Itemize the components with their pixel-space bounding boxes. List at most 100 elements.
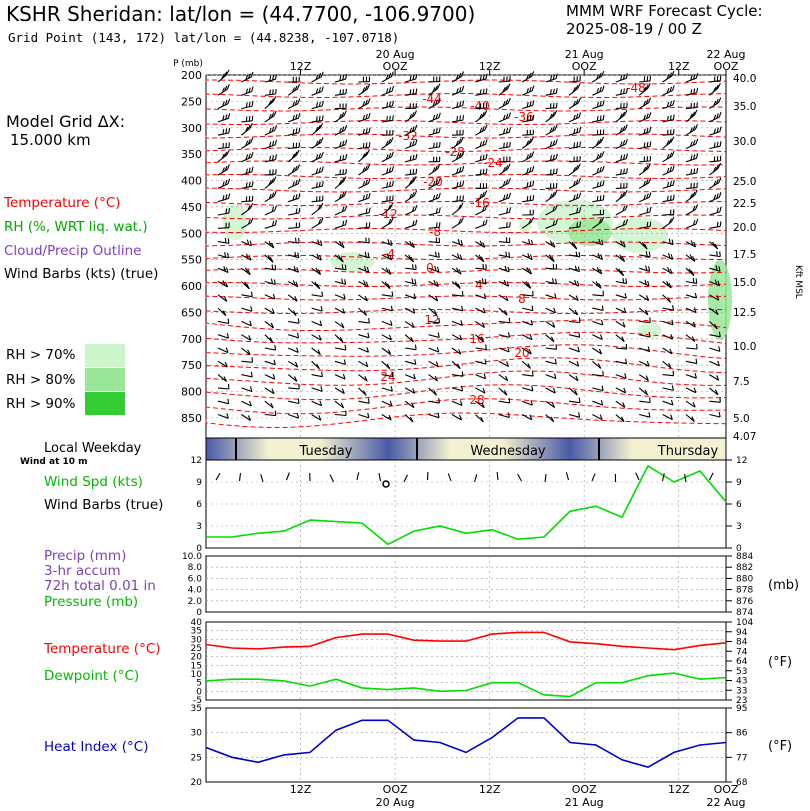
wind-barb-12-5 (334, 240, 345, 249)
wind-barb-4-6 (358, 127, 371, 136)
rh70-swatch (85, 344, 125, 367)
wind-barb-13-6 (358, 251, 370, 259)
wind-barb-3-4 (311, 115, 324, 123)
pressure-label: Pressure (mb) (44, 594, 139, 610)
wind-barb-19-11 (475, 334, 485, 343)
wind-barb-10-3 (288, 207, 301, 216)
wind-barb-12-18 (638, 241, 648, 250)
panel2-y2tick-3: 880 (736, 574, 753, 584)
pressure-tick-800: 800 (181, 386, 202, 399)
wind-barb-21-20 (685, 358, 698, 365)
wind-barb-14-10 (451, 267, 462, 275)
wind-barb-21-17 (615, 358, 628, 365)
wind-barb-22-5 (334, 373, 346, 380)
wind-barb-8-10 (451, 180, 465, 189)
pressure-tick-650: 650 (181, 306, 202, 319)
pressure-tick-350: 350 (181, 148, 202, 161)
wind-barb-17-3 (287, 307, 297, 317)
panel4-ytick-2: 30 (191, 729, 203, 739)
wind-barb-2-1 (241, 101, 254, 110)
panel1-y2tick-2: 6 (736, 500, 742, 510)
panel3-ytick-2: 5 (196, 679, 202, 689)
wind-barb-18-14 (545, 320, 556, 328)
wind-barb-20-4 (311, 347, 321, 356)
wind-barb-12-19 (662, 238, 674, 246)
panel1-y2tick-4: 12 (736, 456, 747, 466)
panel1-series-0 (206, 464, 727, 546)
wind-barb-9-3 (288, 193, 301, 203)
wind-barb-2-20 (685, 102, 698, 110)
calm-wind-circle (382, 480, 390, 488)
wind-barb-18-3 (288, 318, 300, 324)
wind-barb-3-17 (615, 109, 628, 123)
wind-barb-17-13 (522, 305, 534, 312)
wind-barb-8-14 (545, 182, 558, 189)
wind-barb-22-19 (662, 370, 675, 377)
panel2-ytick-5: 10.0 (182, 552, 202, 562)
pressure-tick-300: 300 (181, 122, 202, 135)
wind-barb-6-1 (241, 152, 254, 163)
wind-barb-15-8 (405, 278, 417, 285)
wind-barb-7-20 (685, 167, 699, 176)
wind-barb-6-6 (358, 149, 370, 163)
wind-barb-6-10 (451, 151, 465, 163)
wind-barb-7-5 (334, 168, 347, 176)
wind-barb-14-12 (498, 265, 510, 273)
wind-barb-22-0 (217, 374, 227, 382)
isotherm-label-7: -20 (423, 175, 443, 189)
wind-barb-5-5 (334, 139, 348, 150)
wind-barb-7-4 (311, 166, 324, 176)
wind-barb-21-18 (638, 360, 650, 367)
wind-barb-4-14 (545, 124, 558, 136)
wind-barb-12-16 (592, 238, 604, 246)
wind-barb-1-21 (709, 82, 721, 96)
wind-barb-25-13 (521, 414, 533, 421)
wind-barb-17-7 (381, 305, 393, 312)
wind-barb-12-17 (615, 240, 626, 248)
wind-barb-6-7 (381, 151, 394, 163)
panel1-y2tick-0: 0 (736, 544, 742, 554)
wind-barb-8-9 (428, 178, 441, 189)
wind-barb-20-16 (592, 347, 603, 355)
surface-barb-11 (473, 474, 478, 483)
wind-barb-20-3 (287, 347, 299, 354)
wind-barb-0-12 (498, 76, 511, 83)
wind-barb-2-16 (592, 100, 605, 110)
wind-barb-23-0 (217, 383, 230, 390)
wind-barb-18-8 (404, 320, 415, 329)
wind-barb-19-1 (241, 334, 252, 341)
wind-barb-16-1 (241, 291, 253, 298)
wind-barb-12-2 (264, 240, 275, 249)
wind-barb-25-20 (685, 414, 695, 423)
wind-barb-23-2 (264, 387, 275, 395)
panel4-y2tick-2: 86 (736, 729, 748, 739)
temp-unit: (°F) (768, 655, 793, 670)
wind-barb-12-7 (381, 239, 393, 246)
isotherm-22 (205, 370, 726, 386)
pressure-tick-850: 850 (181, 412, 202, 425)
panel4-y2tick-3: 95 (736, 704, 747, 714)
wind-barb-2-13 (522, 100, 535, 110)
wind-barb-7-1 (241, 166, 254, 176)
wind-barb-12-15 (568, 241, 578, 250)
wind-barb-20-19 (662, 347, 673, 355)
wind-barb-6-20 (685, 153, 699, 163)
wind-barb-19-16 (592, 334, 603, 340)
wind-barb-24-2 (264, 400, 274, 409)
wind-barb-5-2 (264, 139, 278, 150)
wind-barb-1-15 (568, 83, 581, 96)
panel4-series-0 (205, 717, 727, 769)
page-title: KSHR Sheridan: lat/lon = (44.7700, -106.… (6, 2, 476, 26)
wind-barb-22-16 (592, 370, 604, 377)
wind-barb-8-20 (685, 182, 698, 189)
wind-barb-0-17 (615, 73, 629, 83)
wind-barb-5-13 (521, 136, 534, 149)
isotherm-label-1: -44 (422, 92, 442, 106)
wind-barb-15-11 (475, 278, 487, 285)
wind-barb-16-14 (545, 293, 557, 299)
wind-barb-18-4 (311, 320, 323, 327)
wind-barb-4-9 (428, 127, 441, 136)
wind-barb-10-9 (428, 207, 441, 216)
surface-barb-12 (496, 471, 499, 481)
wind-barb-11-1 (241, 217, 254, 229)
